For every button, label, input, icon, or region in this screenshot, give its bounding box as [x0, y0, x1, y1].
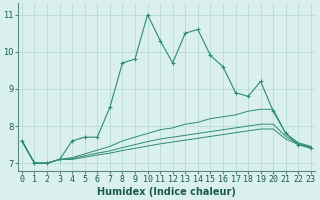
X-axis label: Humidex (Indice chaleur): Humidex (Indice chaleur)	[97, 187, 236, 197]
